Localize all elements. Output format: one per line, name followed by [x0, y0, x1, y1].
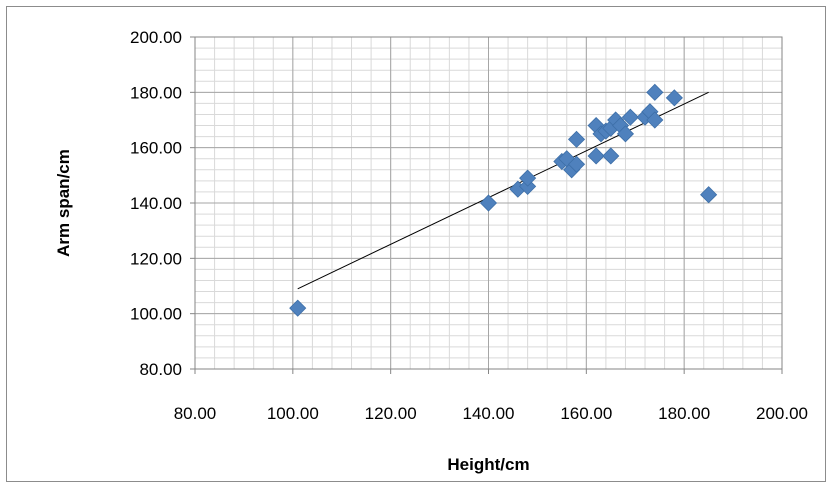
y-tick-label: 100.00	[130, 305, 182, 324]
x-axis: 80.00 100.00 120.00 140.00 160.00 180.00 200.0…	[174, 369, 808, 423]
data-point-diamond	[519, 169, 537, 187]
y-tick-label: 140.00	[130, 194, 182, 213]
data-point-diamond	[567, 130, 586, 148]
data-point-diamond	[646, 83, 664, 101]
y-tick-label: 180.00	[130, 83, 182, 102]
x-tick-label: 140.00	[463, 404, 515, 423]
x-axis-title: Height/cm	[447, 455, 529, 474]
data-point-diamond	[602, 147, 620, 165]
trendline	[297, 91, 709, 290]
x-tick-label: 200.00	[756, 404, 808, 423]
x-tick-label: 180.00	[658, 404, 710, 423]
y-tick-label: 160.00	[130, 139, 182, 158]
data-point-diamond	[646, 111, 664, 129]
y-axis-title: Arm span/cm	[54, 149, 73, 257]
data-point-diamond	[567, 155, 586, 173]
x-tick-label: 160.00	[560, 404, 612, 423]
x-tick-label: 120.00	[365, 404, 417, 423]
data-point-diamond	[700, 186, 718, 204]
data-point-diamond	[479, 194, 498, 212]
chart-frame: 80.00 100.00 120.00 140.00 160.00 180.00 200.0…	[6, 6, 826, 482]
data-point-diamond	[616, 125, 635, 143]
data-points	[289, 83, 718, 317]
data-point-diamond	[587, 147, 605, 165]
y-tick-label: 120.00	[130, 249, 182, 268]
x-tick-label: 100.00	[267, 404, 319, 423]
scatter-chart: 80.00 100.00 120.00 140.00 160.00 180.00 200.0…	[54, 28, 808, 474]
data-point-diamond	[621, 108, 639, 126]
x-tick-label: 80.00	[174, 404, 217, 423]
data-point-diamond	[665, 89, 683, 107]
y-tick-label: 80.00	[139, 360, 182, 379]
data-point-diamond	[289, 299, 307, 317]
y-axis: 80.00 100.00 120.00 140.00 160.00 180.00 200.0…	[130, 28, 195, 379]
y-tick-label: 200.00	[130, 28, 182, 47]
